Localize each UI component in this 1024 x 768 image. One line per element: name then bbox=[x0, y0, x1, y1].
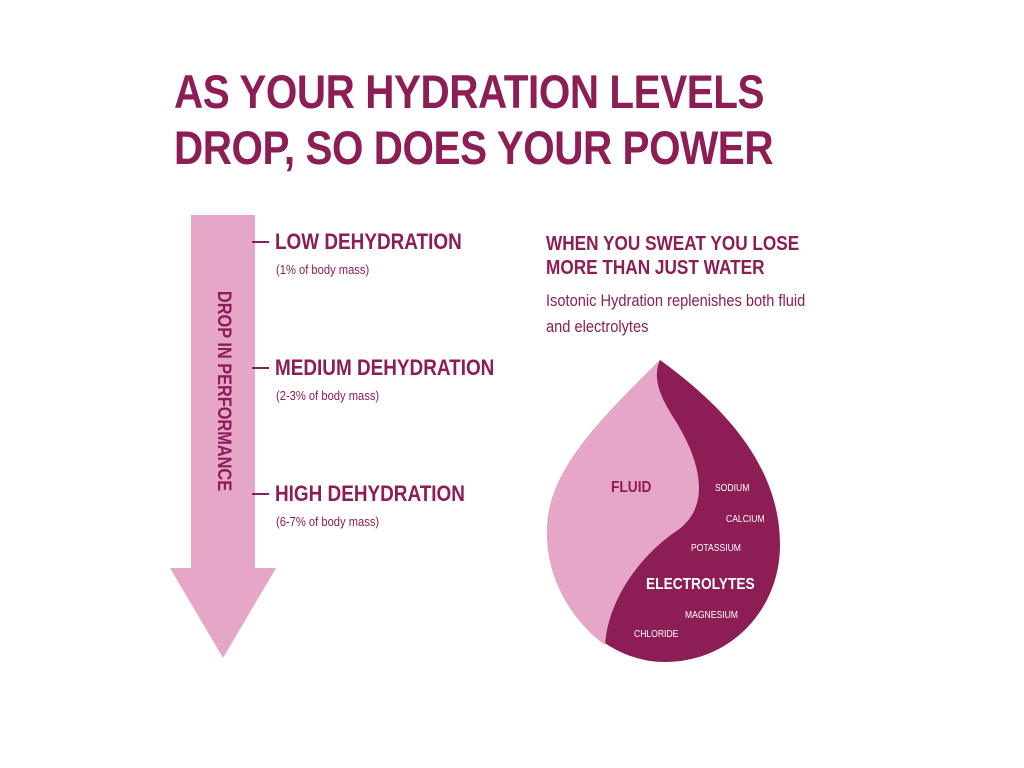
title-line-2: DROP, SO DOES YOUR POWER bbox=[174, 121, 774, 174]
fluid-region bbox=[546, 360, 699, 645]
sweat-heading-line-2: MORE THAN JUST WATER bbox=[546, 257, 765, 279]
fluid-label: FLUID bbox=[611, 478, 652, 496]
sweat-description: Isotonic Hydration replenishes both flui… bbox=[546, 288, 805, 340]
sweat-heading: WHEN YOU SWEAT YOU LOSE MORE THAN JUST W… bbox=[546, 232, 799, 280]
level-label-low: LOW DEHYDRATION bbox=[275, 229, 462, 254]
level-note-medium: (2-3% of body mass) bbox=[276, 388, 380, 403]
mineral-calcium: CALCIUM bbox=[726, 513, 765, 524]
sweat-heading-line-1: WHEN YOU SWEAT YOU LOSE bbox=[546, 233, 800, 255]
sweat-body-line-2: and electrolytes bbox=[546, 317, 649, 336]
performance-arrow bbox=[170, 215, 276, 658]
mineral-chloride: CHLORIDE bbox=[634, 628, 678, 639]
level-label-high: HIGH DEHYDRATION bbox=[275, 481, 465, 506]
title-line-1: AS YOUR HYDRATION LEVELS bbox=[174, 65, 765, 118]
level-tick-medium bbox=[252, 367, 269, 369]
sweat-body-line-1: Isotonic Hydration replenishes both flui… bbox=[546, 291, 806, 310]
level-tick-high bbox=[252, 493, 269, 495]
mineral-sodium: SODIUM bbox=[715, 482, 749, 493]
level-tick-low bbox=[252, 241, 269, 243]
water-drop: FLUID ELECTROLYTES SODIUM CALCIUM POTASS… bbox=[546, 360, 780, 662]
mineral-magnesium: MAGNESIUM bbox=[685, 609, 738, 620]
level-note-high: (6-7% of body mass) bbox=[276, 514, 380, 529]
level-note-low: (1% of body mass) bbox=[276, 262, 370, 277]
arrow-label: DROP IN PERFORMANCE bbox=[214, 291, 235, 491]
electrolytes-label: ELECTROLYTES bbox=[646, 575, 755, 593]
level-label-medium: MEDIUM DEHYDRATION bbox=[275, 355, 495, 380]
page-title: AS YOUR HYDRATION LEVELS DROP, SO DOES Y… bbox=[174, 64, 774, 176]
mineral-potassium: POTASSIUM bbox=[691, 542, 741, 553]
